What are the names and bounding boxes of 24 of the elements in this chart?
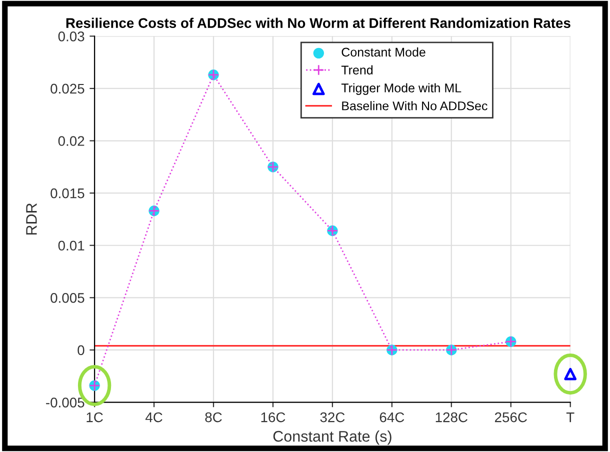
legend-label: Baseline With No ADDSec	[342, 101, 488, 110]
y-tick-label: -0.005	[46, 398, 84, 408]
x-tick-label: 1C	[86, 412, 103, 422]
x-tick-label: 4C	[145, 412, 162, 422]
x-tick-label: T	[566, 412, 574, 422]
y-tick-label: 0.015	[50, 188, 84, 198]
x-axis-title: Constant Rate (s)	[273, 430, 392, 445]
x-tick-label: 32C	[320, 412, 345, 422]
x-tick-label: 8C	[205, 412, 222, 422]
x-tick-label: 128C	[436, 412, 468, 422]
x-tick-label: 64C	[380, 412, 404, 422]
x-tick-label: 256C	[494, 412, 527, 422]
legend-label: Trigger Mode with ML	[341, 83, 462, 95]
y-tick-label: 0	[78, 345, 84, 356]
chart-title: Resilience Costs of ADDSec with No Worm at Different Randomization Rates	[66, 18, 570, 28]
legend-label: Trend	[341, 65, 373, 74]
legend-label: Constant Mode	[342, 47, 426, 57]
y-tick-label: 0.005	[50, 293, 84, 303]
y-tick-label: 0.025	[50, 84, 84, 94]
y-axis-title: RDR	[26, 203, 37, 235]
y-tick-label: 0.02	[58, 136, 84, 146]
y-tick-label: 0.01	[58, 240, 84, 251]
x-tick-label: 16C	[261, 412, 286, 422]
y-tick-label: 0.03	[58, 31, 84, 42]
